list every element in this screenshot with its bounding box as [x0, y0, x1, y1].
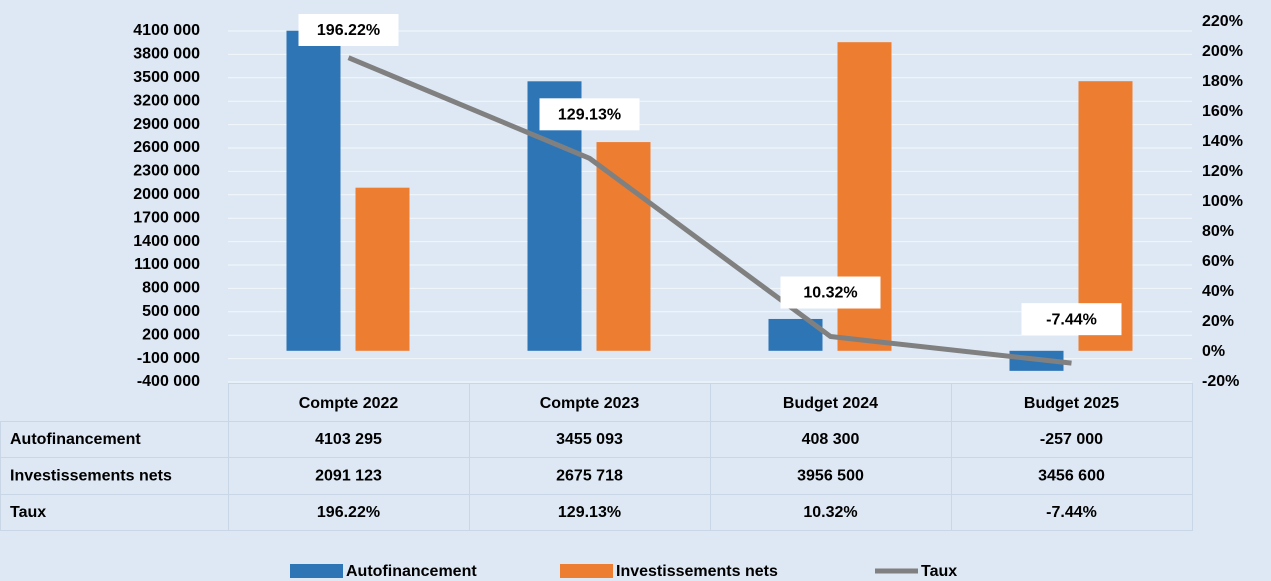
y2-tick-label: 40% — [1202, 283, 1234, 300]
table-cell — [951, 494, 1193, 531]
table-row-label: Investissements nets — [10, 468, 172, 485]
y-tick-label: 2900 000 — [133, 116, 200, 133]
y2-tick-label: 200% — [1202, 43, 1243, 60]
table-row-label: Autofinancement — [10, 431, 141, 448]
y2-tick-label: 120% — [1202, 163, 1243, 180]
table-value: 129.13% — [558, 504, 621, 521]
data-label: 10.32% — [803, 285, 857, 302]
legend-label: Taux — [921, 563, 957, 580]
table-value: -257 000 — [1040, 431, 1103, 448]
y2-tick-label: 20% — [1202, 313, 1234, 330]
y-tick-label: -400 000 — [137, 373, 200, 390]
y-tick-label: 1700 000 — [133, 209, 200, 226]
table-row-label: Taux — [10, 504, 46, 521]
data-label: -7.44% — [1046, 311, 1097, 328]
table-value: 10.32% — [803, 504, 857, 521]
y2-tick-label: 60% — [1202, 253, 1234, 270]
y-tick-label: 2000 000 — [133, 186, 200, 203]
y-tick-label: 1100 000 — [134, 256, 200, 273]
y2-tick-label: 220% — [1202, 13, 1243, 30]
y2-tick-label: 0% — [1202, 343, 1225, 360]
table-value: 3455 093 — [556, 431, 623, 448]
y2-tick-label: 180% — [1202, 73, 1243, 90]
legend-swatch — [560, 564, 613, 578]
table-header: Compte 2023 — [540, 395, 640, 412]
bar — [596, 142, 651, 351]
table-value: -7.44% — [1046, 504, 1097, 521]
bar — [355, 187, 410, 351]
y-tick-label: 800 000 — [142, 280, 200, 297]
table-value: 408 300 — [802, 431, 860, 448]
data-label-box — [780, 276, 881, 309]
bar — [286, 30, 341, 351]
y-tick-label: 3500 000 — [133, 69, 200, 86]
y-tick-label: 2600 000 — [133, 139, 200, 156]
y-tick-label: 2300 000 — [133, 163, 200, 180]
data-label-box — [298, 14, 399, 46]
legend-label: Autofinancement — [346, 563, 477, 580]
table-header: Budget 2024 — [783, 395, 878, 412]
data-label: 196.22% — [317, 22, 380, 39]
y-tick-label: 500 000 — [142, 303, 200, 320]
y-tick-label: 200 000 — [142, 326, 200, 343]
line — [347, 55, 1072, 366]
table-value: 196.22% — [317, 504, 380, 521]
legend-label: Investissements nets — [616, 563, 778, 580]
y2-tick-label: 140% — [1202, 133, 1243, 150]
data-label-box — [539, 98, 640, 131]
table-value: 2091 123 — [315, 468, 382, 485]
data-label-box — [1021, 303, 1122, 336]
y-tick-label: 4100 000 — [133, 22, 200, 39]
y2-tick-label: 100% — [1202, 193, 1243, 210]
y-tick-label: 3800 000 — [133, 46, 200, 63]
y2-tick-label: 80% — [1202, 223, 1234, 240]
y2-tick-label: 160% — [1202, 103, 1243, 120]
legend-swatch — [290, 564, 343, 578]
y-tick-label: 3200 000 — [133, 92, 200, 109]
table-header: Compte 2022 — [299, 395, 399, 412]
table-header: Budget 2025 — [1024, 395, 1119, 412]
table-value: 2675 718 — [556, 468, 623, 485]
y2-tick-label: -20% — [1202, 373, 1239, 390]
y-tick-label: 1400 000 — [133, 233, 200, 250]
table-value: 3956 500 — [797, 468, 864, 485]
data-label: 129.13% — [558, 107, 621, 124]
table-value: 4103 295 — [315, 431, 382, 448]
y-tick-label: -100 000 — [137, 350, 200, 367]
table-value: 3456 600 — [1038, 468, 1105, 485]
